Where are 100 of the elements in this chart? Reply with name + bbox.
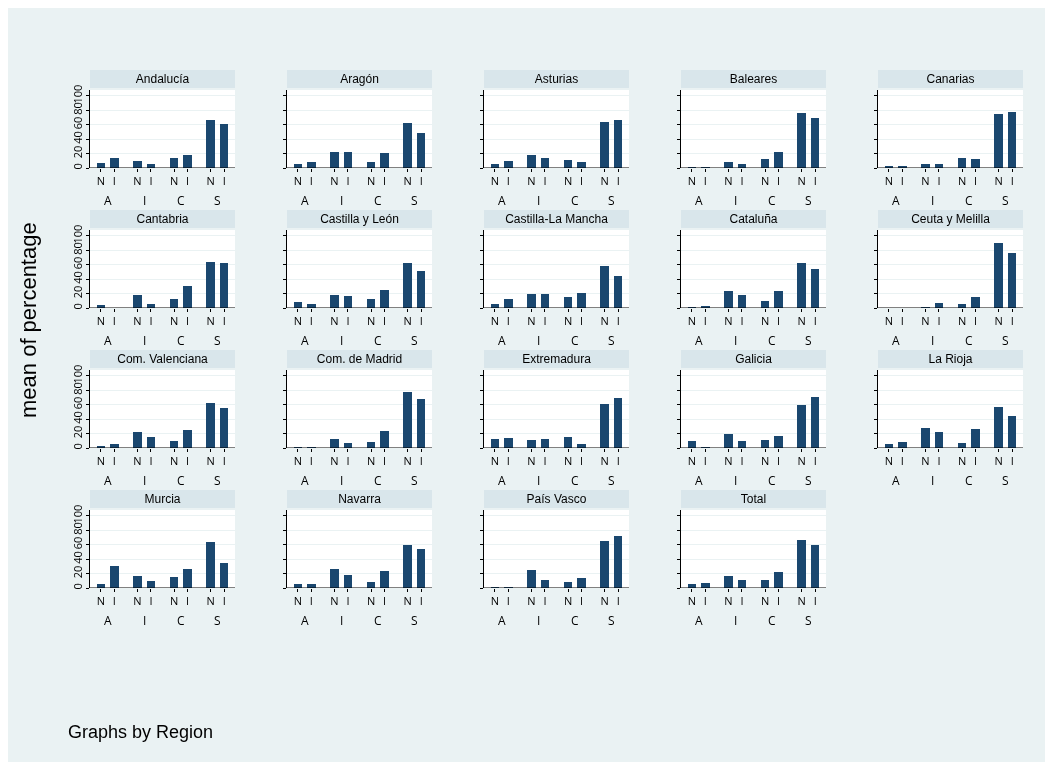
- x-tick-label: N: [724, 173, 733, 189]
- text: C: [177, 612, 185, 629]
- y-tick-label: 80: [69, 102, 85, 115]
- x-tick-label: I: [383, 173, 387, 189]
- x-tick-label: I: [222, 173, 226, 189]
- x-tick-label: I: [149, 313, 153, 329]
- x-tick-label: N: [133, 173, 142, 189]
- x-tick-label: I: [419, 453, 423, 469]
- x-tick-label: I: [616, 173, 620, 189]
- x-tick-label: N: [600, 593, 609, 609]
- x-tick-label: I: [222, 593, 226, 609]
- x-tick-label: N: [403, 173, 412, 189]
- x-tick-label: N: [169, 593, 179, 609]
- chart-title: Extremadura: [484, 350, 629, 368]
- y-tick-label: 60: [69, 116, 85, 130]
- x-tick-label: N: [957, 453, 967, 469]
- text: C: [177, 472, 185, 489]
- x-tick-label: N: [169, 173, 179, 189]
- y-tick-label: 0: [69, 303, 85, 310]
- text: C: [571, 332, 579, 349]
- y-tick-label: 20: [69, 145, 85, 159]
- text: S: [411, 332, 418, 349]
- text: A: [104, 192, 112, 209]
- chart-title: Galicia: [681, 350, 826, 368]
- x-tick-label: I: [346, 173, 350, 189]
- x-tick-label: I: [506, 313, 510, 329]
- x-tick-label: N: [490, 313, 499, 329]
- x-tick-label: N: [921, 173, 930, 189]
- x-tick-label: N: [994, 453, 1003, 469]
- x-tick-label: N: [884, 313, 893, 329]
- text: S: [805, 192, 812, 209]
- x-tick-label: N: [96, 173, 105, 189]
- x-tick-label: I: [1010, 173, 1014, 189]
- text: I: [734, 192, 738, 209]
- text: A: [892, 472, 900, 489]
- text: S: [805, 332, 812, 349]
- x-tick-label: I: [974, 313, 978, 329]
- x-tick-label: I: [419, 313, 423, 329]
- text: I: [734, 472, 738, 489]
- text: I: [340, 472, 344, 489]
- x-tick-label: I: [346, 593, 350, 609]
- text: S: [411, 612, 418, 629]
- chart-title: Murcia: [90, 490, 235, 508]
- x-tick-label: I: [186, 173, 190, 189]
- text: A: [104, 332, 112, 349]
- x-tick-label: N: [96, 453, 105, 469]
- text: S: [805, 472, 812, 489]
- x-tick-label: I: [777, 173, 781, 189]
- x-tick-label: I: [309, 173, 313, 189]
- text: C: [571, 192, 579, 209]
- x-tick-label: N: [206, 313, 215, 329]
- x-tick-label: I: [383, 453, 387, 469]
- x-tick-label: I: [937, 313, 941, 329]
- x-tick-label: N: [563, 453, 573, 469]
- text: S: [214, 192, 221, 209]
- x-tick-label: N: [687, 313, 696, 329]
- text: S: [411, 192, 418, 209]
- chart-title: La Rioja: [878, 350, 1023, 368]
- x-tick-label: N: [96, 313, 105, 329]
- text: C: [571, 612, 579, 629]
- text: I: [537, 612, 541, 629]
- x-tick-label: I: [974, 453, 978, 469]
- text: I: [143, 612, 147, 629]
- x-tick-label: N: [293, 173, 302, 189]
- x-tick-label: I: [616, 593, 620, 609]
- x-tick-label: I: [580, 313, 584, 329]
- text: A: [695, 192, 703, 209]
- text: A: [104, 472, 112, 489]
- x-tick-label: I: [900, 313, 904, 329]
- x-tick-label: I: [740, 173, 744, 189]
- x-tick-label: N: [600, 173, 609, 189]
- x-tick-label: N: [206, 593, 215, 609]
- x-tick-label: I: [112, 453, 116, 469]
- x-tick-label: I: [580, 593, 584, 609]
- y-tick-label: 20: [69, 425, 85, 439]
- x-tick-label: I: [1010, 313, 1014, 329]
- x-tick-label: I: [309, 453, 313, 469]
- x-tick-label: I: [309, 593, 313, 609]
- x-tick-label: I: [1010, 453, 1014, 469]
- text: I: [537, 472, 541, 489]
- x-tick-label: N: [884, 453, 893, 469]
- chart-title: Cataluña: [681, 210, 826, 228]
- x-tick-label: N: [563, 593, 573, 609]
- chart-title: Total: [681, 490, 826, 508]
- x-tick-label: I: [149, 173, 153, 189]
- text: I: [537, 192, 541, 209]
- x-tick-label: I: [813, 173, 817, 189]
- y-tick-label: 60: [69, 396, 85, 410]
- x-tick-label: I: [149, 453, 153, 469]
- text: A: [892, 192, 900, 209]
- chart-title: País Vasco: [484, 490, 629, 508]
- y-tick-label: 100: [69, 364, 85, 384]
- x-tick-label: I: [506, 593, 510, 609]
- x-tick-label: I: [813, 453, 817, 469]
- chart-title: Com. Valenciana: [90, 350, 235, 368]
- chart-title: Com. de Madrid: [287, 350, 432, 368]
- x-tick-label: N: [563, 313, 573, 329]
- x-tick-label: N: [724, 593, 733, 609]
- text: C: [965, 192, 973, 209]
- x-tick-label: N: [687, 453, 696, 469]
